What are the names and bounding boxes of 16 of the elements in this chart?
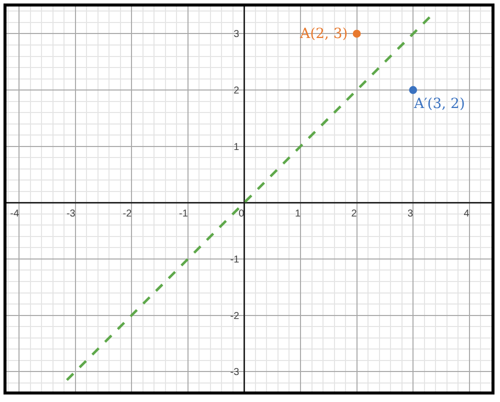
y-tick-label: 2 (234, 86, 240, 97)
annotation: A′(3, 2) (413, 96, 465, 112)
y-tick-label: 1 (234, 142, 240, 153)
y-tick-label: -1 (230, 254, 240, 266)
y-tick-label: -2 (230, 310, 240, 322)
x-tick-label: -2 (122, 208, 132, 220)
x-tick-label: -3 (66, 208, 76, 220)
x-tick-label: 3 (408, 208, 414, 220)
y-tick-label: -3 (230, 367, 240, 378)
x-tick-label: -4 (10, 208, 20, 220)
annotation: A(2, 3) (299, 26, 348, 42)
x-tick-label: -1 (179, 208, 188, 220)
x-tick-label: 2 (351, 208, 358, 220)
x-tick-label: 4 (464, 208, 470, 220)
y-tick-label: 3 (234, 29, 240, 40)
x-tick-label: 1 (294, 208, 301, 220)
